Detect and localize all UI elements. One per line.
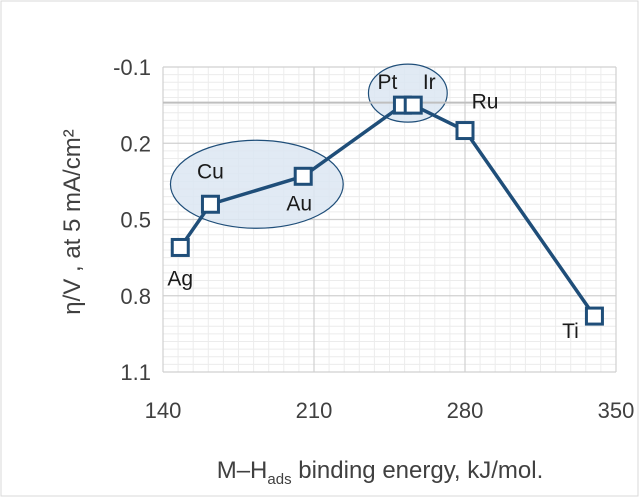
- point-labels: Ag Cu Au Pt Ir Ru Ti: [167, 71, 578, 343]
- x-axis-title-main: M–H: [217, 457, 268, 484]
- tick-labels: 140 210 280 350 -0.1 0.2 0.5 0.8 1.1: [113, 55, 634, 423]
- group-ellipse: [367, 63, 448, 123]
- data-point-marker: [200, 194, 220, 214]
- x-tick-label: 280: [447, 398, 484, 423]
- point-label-pt: Pt: [378, 71, 398, 94]
- y-tick-label: 0.2: [120, 131, 151, 156]
- x-axis-title-rest: binding energy, kJ/mol.: [292, 457, 544, 484]
- y-tick-label: 1.1: [120, 360, 151, 385]
- point-label-ru: Ru: [472, 91, 499, 114]
- y-tick-label: 0.5: [120, 208, 151, 233]
- x-axis-title: M–Hads binding energy, kJ/mol.: [217, 457, 544, 488]
- group-ellipse: [169, 139, 344, 229]
- y-tick-label: -0.1: [113, 55, 151, 80]
- y-tick-label: 0.8: [120, 284, 151, 309]
- x-tick-label: 350: [598, 398, 635, 423]
- data-series: [170, 95, 604, 326]
- y-axis-title: η/V , at 5 mA/cm²: [59, 129, 86, 314]
- point-label-au: Au: [286, 192, 312, 215]
- data-point-marker: [293, 166, 313, 186]
- point-label-ag: Ag: [167, 267, 193, 290]
- point-label-ti: Ti: [562, 320, 579, 343]
- x-axis-title-subscript: ads: [267, 471, 291, 488]
- point-label-ir: Ir: [423, 71, 436, 94]
- x-tick-label: 140: [145, 398, 182, 423]
- point-label-cu: Cu: [197, 160, 224, 183]
- data-point-marker: [403, 95, 423, 115]
- data-point-marker: [584, 306, 604, 326]
- x-tick-label: 210: [296, 398, 333, 423]
- data-point-marker: [455, 121, 475, 141]
- data-point-marker: [170, 237, 190, 257]
